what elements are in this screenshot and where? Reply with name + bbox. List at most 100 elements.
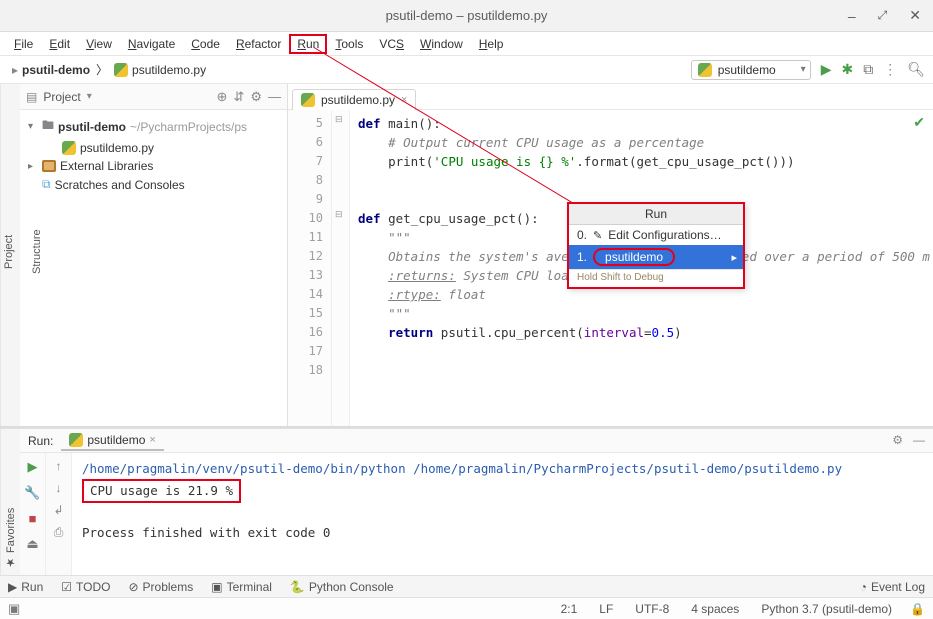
run-popup-title: Run [569, 204, 743, 225]
run-label: Run: [28, 434, 53, 448]
tree-ext-lib-label: External Libraries [60, 159, 153, 173]
rerun-icon[interactable]: ▶ [28, 459, 38, 475]
bottom-todo[interactable]: ☑ TODO [61, 580, 110, 594]
down-icon[interactable]: ↓ [56, 481, 62, 495]
breadcrumb-file[interactable]: psutildemo.py [110, 61, 210, 79]
fold-gutter: ⊟ ⊟ [332, 110, 350, 426]
python-file-icon [114, 63, 128, 77]
wrench-icon[interactable]: 🔧 [24, 485, 40, 501]
bottom-problems[interactable]: ⊘ Problems [128, 580, 193, 594]
collapse-all-icon[interactable]: ⇵ [233, 89, 244, 105]
tree-file[interactable]: psutildemo.py [22, 139, 287, 157]
run-toolbar-col1: ▶ 🔧 ■ ⏏ [20, 453, 46, 575]
nav-bar: ▸ psutil-demo 〉 psutildemo.py psutildemo… [0, 56, 933, 84]
close-icon[interactable]: × [149, 434, 155, 446]
folder-icon: 🖿 [42, 116, 54, 137]
gear-icon[interactable]: ⚙ [250, 89, 262, 105]
run-with-coverage-icon[interactable]: ⧉ [863, 61, 873, 78]
breadcrumb-root[interactable]: ▸ psutil-demo [8, 61, 94, 79]
bottom-terminal[interactable]: ▣ Terminal [211, 580, 272, 594]
folder-icon: ▸ [12, 63, 18, 77]
project-tree: ▾ 🖿 psutil-demo ~/PycharmProjects/ps psu… [20, 110, 287, 198]
run-config-item[interactable]: 1. psutildemo [569, 245, 743, 269]
fold-icon[interactable]: ⊟ [335, 209, 343, 220]
status-line-ending[interactable]: LF [595, 602, 617, 616]
status-caret-pos[interactable]: 2:1 [557, 602, 582, 616]
window-title: psutil-demo – psutildemo.py [386, 8, 548, 23]
close-icon[interactable]: ✕ [909, 7, 921, 24]
python-file-icon [301, 93, 315, 107]
menu-bar: File Edit View Navigate Code Refactor Ru… [0, 32, 933, 56]
run-tab[interactable]: psutildemo × [61, 431, 163, 451]
tree-root[interactable]: ▾ 🖿 psutil-demo ~/PycharmProjects/ps [22, 114, 287, 139]
menu-edit[interactable]: Edit [41, 34, 78, 54]
exit-icon[interactable]: ⏏ [26, 536, 38, 552]
bottom-event-log[interactable]: ◔ Event Log [860, 580, 925, 594]
tree-scratches[interactable]: ⧉ Scratches and Consoles [22, 175, 287, 194]
lock-icon[interactable]: 🔒 [910, 602, 925, 616]
console-exit: Process finished with exit code 0 [82, 523, 923, 543]
tab-project-side[interactable]: Project [1, 229, 17, 275]
status-encoding[interactable]: UTF-8 [631, 602, 673, 616]
project-panel-title: Project [43, 90, 80, 104]
menu-code[interactable]: Code [183, 34, 228, 54]
gear-icon[interactable]: ⚙ [892, 433, 903, 447]
python-file-icon [698, 63, 712, 77]
tree-scratches-label: Scratches and Consoles [55, 178, 185, 192]
menu-file[interactable]: File [6, 34, 41, 54]
project-panel: ▤ Project ▾ ⊕ ⇵ ⚙ — ▾ 🖿 psutil-demo ~/Py… [20, 84, 288, 426]
edit-configurations-item[interactable]: 0. ✎ Edit Configurations… [569, 225, 743, 245]
run-popup: Run 0. ✎ Edit Configurations… 1. psutild… [567, 202, 745, 289]
menu-help[interactable]: Help [471, 34, 512, 54]
select-opened-file-icon[interactable]: ⊕ [217, 89, 228, 105]
line-number-gutter: 56 78 910 1112 1314 1516 1718 [288, 110, 332, 426]
stop-icon[interactable]: ■ [29, 511, 37, 526]
title-bar: psutil-demo – psutildemo.py – ⤢ ✕ [0, 0, 933, 32]
status-indent[interactable]: 4 spaces [687, 602, 743, 616]
menu-window[interactable]: Window [412, 34, 471, 54]
editor-tabs: psutildemo.py × [288, 84, 933, 110]
hide-panel-icon[interactable]: — [913, 433, 925, 447]
chevron-down-icon[interactable]: ▾ [87, 91, 92, 102]
tab-structure-side[interactable]: Structure [29, 224, 45, 281]
run-config-selector[interactable]: psutildemo [691, 60, 811, 80]
minimize-icon[interactable]: – [848, 8, 856, 24]
project-panel-header: ▤ Project ▾ ⊕ ⇵ ⚙ — [20, 84, 287, 110]
console-output-highlight: CPU usage is 21.9 % [82, 479, 241, 503]
menu-view[interactable]: View [78, 34, 120, 54]
debug-button-icon[interactable]: ✱ [841, 61, 853, 78]
left-toolwindow-tabs-bottom: ★ Favorites [0, 429, 20, 575]
status-bar: ▣ 2:1 LF UTF-8 4 spaces Python 3.7 (psut… [0, 597, 933, 619]
maximize-icon[interactable]: ⤢ [878, 8, 888, 23]
python-file-icon [62, 141, 76, 155]
bottom-python-console[interactable]: 🐍 Python Console [290, 580, 394, 594]
up-icon[interactable]: ↑ [56, 459, 62, 473]
run-config-label: psutildemo [718, 63, 776, 77]
tree-root-label: psutil-demo [58, 120, 126, 134]
main-area: Project Structure ▤ Project ▾ ⊕ ⇵ ⚙ — ▾ … [0, 84, 933, 426]
run-popup-hint: Hold Shift to Debug [569, 269, 743, 287]
hide-panel-icon[interactable]: — [268, 89, 281, 104]
search-icon[interactable]: 🔍︎ [907, 61, 925, 78]
chevron-right-icon: 〉 [96, 61, 108, 78]
soft-wrap-icon[interactable]: ↲ [53, 503, 63, 517]
print-icon[interactable]: ⎙ [54, 525, 64, 540]
menu-tools[interactable]: Tools [327, 34, 371, 54]
bottom-run[interactable]: ▶ Run [8, 580, 43, 594]
menu-refactor[interactable]: Refactor [228, 34, 289, 54]
chevron-down-icon: ▾ [28, 121, 38, 132]
tree-external-libraries[interactable]: ▸ External Libraries [22, 157, 287, 175]
console-command: /home/pragmalin/venv/psutil-demo/bin/pyt… [82, 459, 923, 479]
run-tool-window: ★ Favorites Run: psutildemo × ⚙ — ▶ 🔧 ■ … [0, 428, 933, 575]
toolwindows-icon[interactable]: ▣ [8, 601, 20, 617]
run-button-icon[interactable]: ▶ [821, 61, 832, 78]
chevron-right-icon: ▸ [28, 161, 38, 172]
run-console[interactable]: /home/pragmalin/venv/psutil-demo/bin/pyt… [72, 453, 933, 575]
menu-navigate[interactable]: Navigate [120, 34, 183, 54]
tab-favorites-side[interactable]: ★ Favorites [4, 508, 17, 569]
status-interpreter[interactable]: Python 3.7 (psutil-demo) [757, 602, 896, 616]
run-window-header: Run: psutildemo × ⚙ — [20, 429, 933, 453]
fold-icon[interactable]: ⊟ [335, 114, 343, 125]
menu-vcs[interactable]: VCS [371, 34, 412, 54]
editor-tab-psutildemo[interactable]: psutildemo.py × [292, 89, 416, 110]
